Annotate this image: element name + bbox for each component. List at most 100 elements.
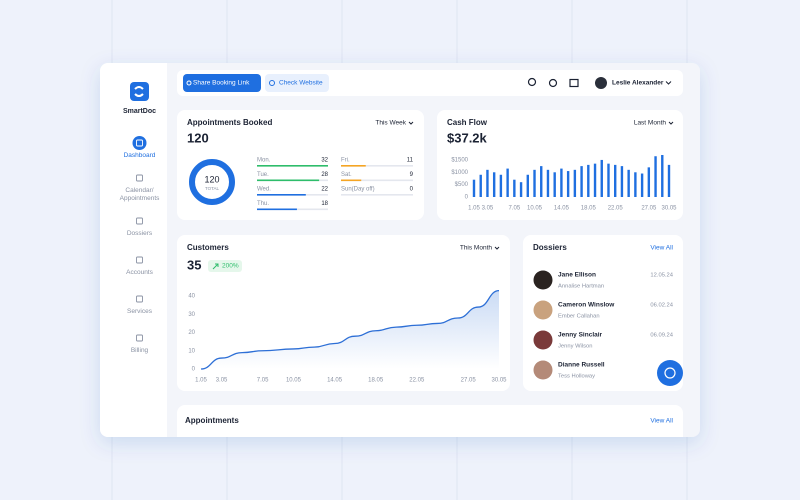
search-icon[interactable] [527,77,537,87]
website-button[interactable] [265,74,329,92]
avatar[interactable] [533,300,553,320]
day-label: Sat. [341,172,352,178]
x-tick-label: 14.05 [554,206,570,212]
day-track [341,194,413,196]
nav-label[interactable]: Dashboard [123,152,156,159]
day-bar [257,194,306,196]
day-bar [257,165,328,167]
chat-button[interactable] [657,360,683,386]
bar [654,156,657,197]
chevron[interactable] [665,81,672,85]
x-tick-label: 7.05 [257,378,269,384]
dossier-subtitle: Jenny Wilson [558,344,592,350]
bar [533,169,536,197]
bar [593,163,597,197]
brand: SmartDoc [123,108,156,115]
bar [566,171,570,197]
card-title: Customers [187,243,229,252]
globe-icon [269,80,275,86]
dossier-name[interactable]: Jenny Sinclair [558,332,603,339]
bar [526,174,529,197]
bar [647,167,651,197]
day-count: 18 [321,201,328,207]
ring-total: 120 [204,174,219,184]
share-button[interactable] [183,74,261,92]
bar [506,168,509,197]
total: 120 [187,130,209,145]
nav-label[interactable]: Services [127,308,152,315]
x-tick-label: 22.05 [409,378,425,384]
nav-icon-bg [132,136,147,150]
chevron[interactable] [668,121,674,125]
up-arrow [212,263,219,270]
bar [540,166,543,197]
nav-label[interactable]: Calendar/ Appointments [119,187,160,202]
avatar[interactable] [533,330,553,350]
period[interactable]: Last Month [634,120,667,127]
bar [573,169,577,197]
view-all[interactable]: View All [650,245,673,252]
window-content: SmartDoc Share Booking Link Check Websit… [100,63,683,437]
bar [560,168,563,197]
nav-item[interactable]: Accounts [105,269,174,289]
bar [513,179,516,197]
dossier-date: 06.02.24 [650,303,673,309]
period[interactable]: This Week [375,120,406,127]
dossier-date: 06.09.24 [650,333,673,339]
day-track [341,165,413,167]
bar [627,169,630,197]
nav-item[interactable]: Dossiers [105,230,174,250]
nav-icon [136,256,143,264]
y-tick-label: 10 [188,348,195,354]
share-button-label[interactable]: Share Booking Link [193,80,250,87]
website-button-label[interactable]: Check Website [279,80,323,87]
ring-label: TOTAL [205,186,220,191]
dossier-name[interactable]: Dianne Russell [558,362,605,369]
x-tick-label: 14.05 [327,378,343,384]
avatar[interactable] [595,77,607,89]
bar [486,169,489,197]
nav-item[interactable]: Billing [105,347,174,367]
y-tick-label: 30 [188,312,195,318]
settings-icon[interactable] [548,78,558,88]
nav-label[interactable]: Billing [130,347,149,354]
link-icon [186,80,192,86]
inbox-icon[interactable] [569,78,579,88]
bar [499,174,503,197]
view-all[interactable]: View All [650,418,673,425]
bar [580,166,583,197]
bar [634,172,637,197]
nav-item[interactable]: Services [105,308,174,328]
x-tick-label: 30.05 [661,206,677,212]
line [200,289,500,370]
nav-item[interactable]: Dashboard [105,152,174,172]
dossier-name[interactable]: Cameron Winslow [558,302,615,309]
avatar[interactable] [533,360,553,380]
avatar[interactable] [533,270,553,290]
chat-icon[interactable] [664,367,676,379]
amount: $37.2k [447,130,488,145]
bar [479,174,482,197]
y-tick-label: 0 [465,195,469,201]
card [523,235,683,391]
dossier-name[interactable]: Jane Ellison [558,272,596,279]
dossier-date: 12.05.24 [650,273,673,279]
chevron[interactable] [408,121,414,125]
period[interactable]: This Month [460,245,493,252]
card-title: Dossiers [533,243,567,252]
day-count: 11 [407,158,414,164]
chevron[interactable] [494,246,500,250]
nav-label[interactable]: Dossiers [126,230,153,237]
day-count: 9 [410,172,414,178]
x-tick-label: 27.05 [461,378,477,384]
nav-label[interactable]: Accounts [126,269,153,276]
nav-item[interactable]: Calendar/ Appointments [105,187,174,207]
bar [546,169,550,197]
day-bar [341,165,366,167]
bar [614,164,617,197]
day-label: Tue. [257,172,269,178]
user-name[interactable]: Leslie Alexander [612,80,664,87]
badge [208,260,242,272]
